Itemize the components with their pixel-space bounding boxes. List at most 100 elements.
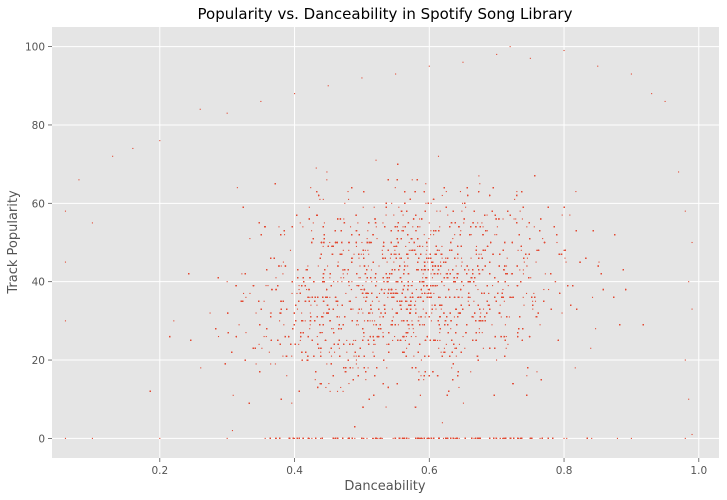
scatter-point [454,316,455,317]
scatter-point [361,289,362,290]
scatter-point [394,254,395,255]
scatter-point [266,336,267,337]
scatter-point [468,301,469,302]
scatter-point [282,273,283,274]
scatter-point [470,371,471,372]
scatter-point [415,301,416,302]
scatter-point [444,285,445,286]
scatter-point [367,238,368,239]
scatter-point [359,265,360,266]
scatter-point [431,320,432,321]
scatter-point [398,207,399,208]
scatter-point [283,324,284,325]
scatter-point [492,285,493,286]
scatter-point [524,262,525,263]
scatter-point [523,297,524,298]
scatter-point [249,238,250,239]
scatter-point [349,285,350,286]
scatter-point [511,297,512,298]
scatter-point [483,226,484,227]
scatter-point [291,403,292,404]
scatter-point [345,293,346,294]
scatter-point [566,438,567,439]
scatter-point [311,438,312,439]
scatter-point [358,324,359,325]
scatter-point [503,218,504,219]
scatter-point [448,269,449,270]
scatter-point [292,293,293,294]
scatter-point [508,285,509,286]
scatter-point [382,438,383,439]
scatter-point [309,297,310,298]
scatter-point [371,281,372,282]
scatter-point [403,226,404,227]
scatter-point [394,246,395,247]
scatter-point [392,340,393,341]
scatter-point [424,234,425,235]
scatter-point [523,305,524,306]
scatter-point [533,293,534,294]
scatter-point [516,191,517,192]
scatter-point [476,246,477,247]
scatter-point [433,293,434,294]
scatter-point [592,297,593,298]
scatter-point [463,222,464,223]
scatter-point [418,320,419,321]
scatter-point [418,316,419,317]
scatter-point [256,312,257,313]
scatter-point [443,352,444,353]
scatter-point [382,254,383,255]
scatter-point [333,281,334,282]
scatter-point [372,352,373,353]
scatter-point [415,309,416,310]
scatter-point [506,265,507,266]
scatter-point [290,250,291,251]
scatter-point [462,297,463,298]
scatter-point [417,297,418,298]
scatter-point [534,226,535,227]
scatter-point [352,367,353,368]
scatter-point [598,262,599,263]
scatter-point [348,250,349,251]
scatter-point [470,297,471,298]
scatter-point [471,258,472,259]
scatter-point [358,258,359,259]
scatter-point [409,328,410,329]
scatter-point [386,367,387,368]
scatter-point [590,348,591,349]
scatter-point [218,336,219,337]
scatter-point [393,438,394,439]
scatter-point [339,348,340,349]
scatter-point [364,320,365,321]
scatter-point [443,438,444,439]
scatter-point [427,293,428,294]
scatter-point [310,187,311,188]
scatter-point [556,242,557,243]
scatter-point [374,207,375,208]
scatter-point [430,230,431,231]
scatter-point [330,391,331,392]
scatter-point [341,281,342,282]
scatter-point [355,340,356,341]
scatter-point [438,156,439,157]
scatter-point [310,305,311,306]
scatter-point [383,281,384,282]
scatter-point [353,254,354,255]
scatter-point [426,250,427,251]
scatter-point [343,273,344,274]
scatter-point [564,258,565,259]
scatter-point [442,195,443,196]
scatter-point [461,211,462,212]
scatter-point [419,218,420,219]
scatter-point [334,352,335,353]
scatter-point [403,215,404,216]
scatter-point [426,438,427,439]
scatter-point [329,297,330,298]
scatter-point [500,438,501,439]
scatter-point [323,199,324,200]
scatter-point [358,277,359,278]
scatter-point [270,363,271,364]
scatter-point [432,305,433,306]
scatter-point [422,438,423,439]
scatter-point [419,226,420,227]
